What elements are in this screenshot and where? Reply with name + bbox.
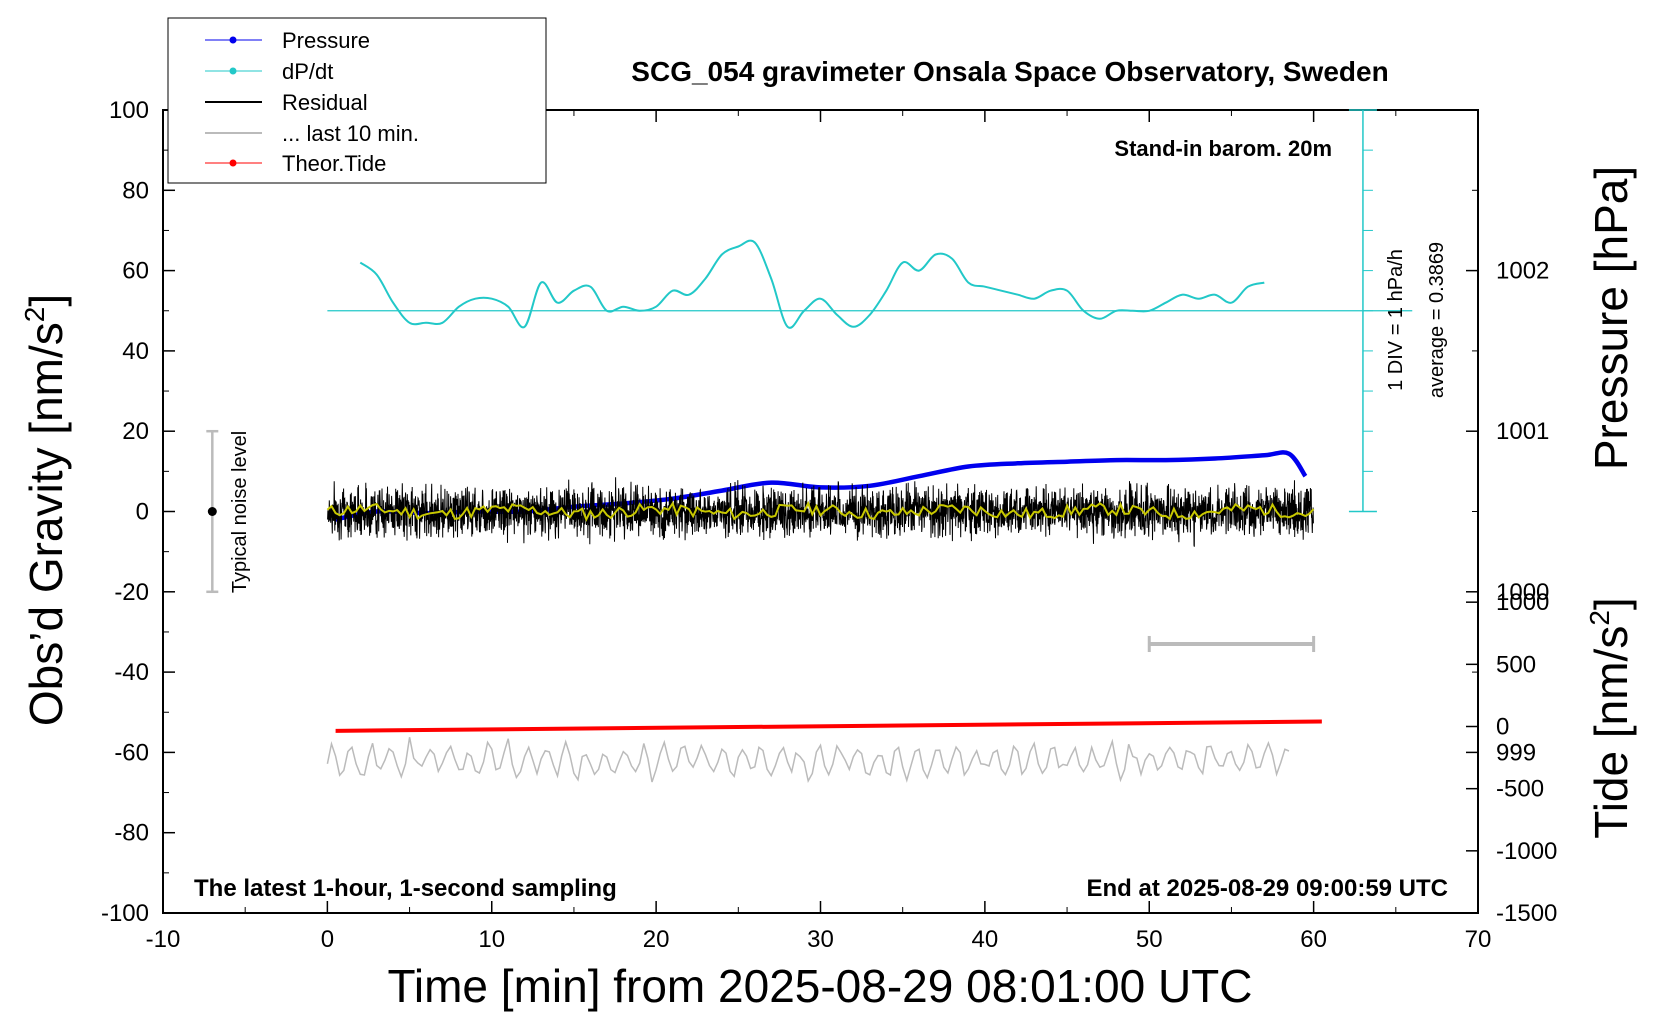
- y-tick-label: 0: [136, 499, 149, 526]
- div-scale-label: 1 DIV = 1 hPa/h: [1385, 249, 1407, 391]
- y-tick-label: 60: [122, 258, 149, 285]
- chart-title: SCG_054 gravimeter Onsala Space Observat…: [631, 56, 1388, 87]
- legend-label-residual: Residual: [282, 90, 368, 115]
- y-tick-label: 40: [122, 338, 149, 365]
- tide-tick-label: 500: [1496, 651, 1536, 678]
- x-tick-label: 0: [321, 926, 334, 953]
- series-layer: [206, 109, 1413, 784]
- tide-tick-label: -500: [1496, 776, 1544, 803]
- x-tick-label: 20: [643, 926, 670, 953]
- y-tick-label: 20: [122, 418, 149, 445]
- tide-tick-label: 1000: [1496, 589, 1549, 616]
- legend-label-dpdt: dP/dt: [282, 59, 333, 84]
- last-10-min-line: [326, 737, 1290, 784]
- end-time-note: End at 2025-08-29 09:00:59 UTC: [1087, 875, 1449, 902]
- y-tick-label: -40: [114, 659, 149, 686]
- barometer-note: Stand-in barom. 20m: [1114, 136, 1332, 161]
- y-axis-label-left: Obs’d Gravity [nm/s2]: [19, 294, 72, 726]
- pressure-tick-label: 999: [1496, 739, 1536, 766]
- noise-bar-center-dot: [207, 507, 217, 516]
- tide-tick-label: 0: [1496, 714, 1509, 741]
- y-axis-label-pressure: Pressure [hPa]: [1585, 166, 1637, 470]
- y-tick-label: 80: [122, 177, 149, 204]
- pressure-tick-label: 1002: [1496, 258, 1549, 285]
- residual-line: [326, 477, 1314, 547]
- sampling-note: The latest 1-hour, 1-second sampling: [194, 875, 617, 902]
- average-label: average = 0.3869: [1426, 242, 1448, 398]
- axis-ticks: -10 0 10 20 30 40 50 60 70100806040200-20-40-60-…: [101, 97, 1557, 953]
- dpdt-line: [359, 239, 1265, 329]
- tide-line: [335, 719, 1322, 733]
- x-tick-label: 60: [1300, 926, 1327, 953]
- legend-box: [167, 17, 547, 184]
- tide-tick-label: -1500: [1496, 900, 1557, 927]
- y-tick-label: -100: [101, 900, 149, 927]
- y-tick-label: -20: [114, 579, 149, 606]
- residual-smoothed-line: [326, 500, 1315, 523]
- tide-tick-label: -1000: [1496, 838, 1557, 865]
- legend-label-last10: ... last 10 min.: [282, 121, 419, 146]
- pressure-tick-label: 1001: [1496, 418, 1549, 445]
- y-tick-label: 100: [109, 97, 149, 124]
- x-tick-label: 10: [478, 926, 505, 953]
- legend-label-pressure: Pressure: [282, 28, 370, 53]
- legend-marker-pressure: [229, 36, 237, 44]
- y-tick-label: -60: [114, 739, 149, 766]
- legend-label-tide: Theor.Tide: [282, 151, 386, 176]
- x-tick-label: 70: [1465, 926, 1492, 953]
- y-tick-label: -80: [114, 820, 149, 847]
- legend-marker-tide: [229, 159, 237, 167]
- x-tick-label: -10: [146, 926, 181, 953]
- legend: Pressure dP/dt Residual ... last 10 min.…: [167, 17, 547, 184]
- x-tick-label: 40: [972, 926, 999, 953]
- pressure-tick-label: 1000: [1496, 579, 1549, 606]
- x-axis-label: Time [min] from 2025-08-29 08:01:00 UTC: [388, 960, 1253, 1012]
- noise-level-label: Typical noise level: [229, 431, 251, 593]
- legend-marker-dpdt: [229, 67, 237, 75]
- x-tick-label: 50: [1136, 926, 1163, 953]
- y-axis-label-tide: Tide [nm/s2]: [1584, 597, 1637, 838]
- x-tick-label: 30: [807, 926, 834, 953]
